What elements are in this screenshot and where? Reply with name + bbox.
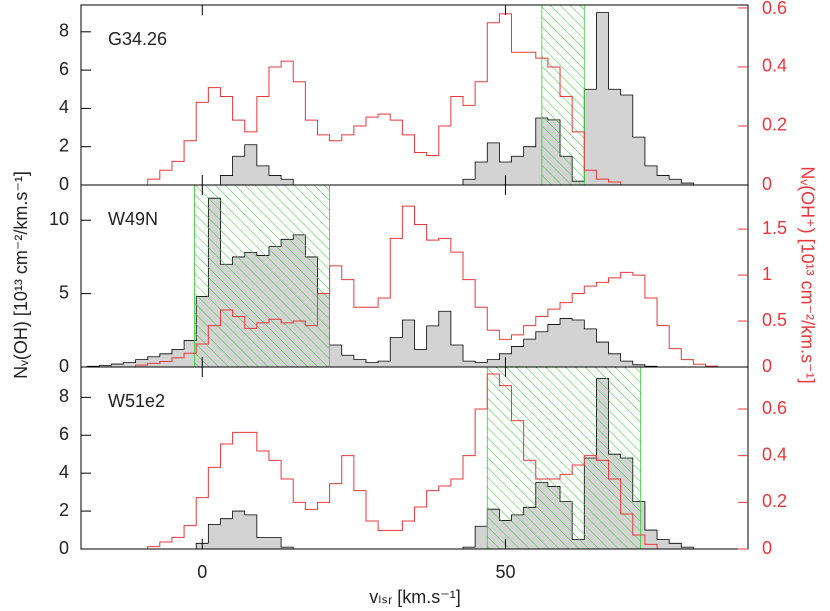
- y2-tick-label: 0.6: [762, 398, 787, 418]
- y2-tick-label: 0.2: [762, 491, 787, 511]
- y2-tick-label: 0.2: [762, 115, 787, 135]
- y-tick-label: 2: [59, 500, 69, 520]
- y-tick-label: 10: [49, 209, 69, 229]
- oh-plus-line: [81, 205, 748, 368]
- y2-tick-label: 1: [762, 264, 772, 284]
- hatched-region: [193, 184, 331, 368]
- panel-frame: [80, 366, 749, 550]
- y-tick-label: 6: [59, 424, 69, 444]
- y-tick-label: 2: [59, 135, 69, 155]
- y-tick-label: 5: [59, 282, 69, 302]
- hatched-region: [486, 366, 642, 549]
- oh-plus-line: [81, 13, 748, 186]
- oh-plus-line: [81, 373, 748, 549]
- y-axis-label: Nᵥ(OH) [10¹³ cm⁻²/km.s⁻¹]: [11, 171, 31, 379]
- x-tick-label: 0: [197, 562, 207, 582]
- panel-frame: [80, 4, 749, 186]
- y-tick-label: 0: [59, 174, 69, 194]
- panel: [81, 5, 748, 186]
- y-tick-label: 6: [59, 59, 69, 79]
- y2-tick-label: 0: [762, 174, 772, 194]
- x-tick-label: 50: [495, 562, 515, 582]
- x-axis-label: vₗₛᵣ [km.s⁻¹]: [369, 587, 461, 607]
- panel: [81, 366, 748, 549]
- y2-tick-label: 1.5: [762, 218, 787, 238]
- y-tick-label: 8: [59, 21, 69, 41]
- y-tick-label: 8: [59, 386, 69, 406]
- panel-label: W51e2: [108, 391, 165, 411]
- panel-label: W49N: [108, 209, 158, 229]
- y2-tick-label: 0.6: [762, 0, 787, 18]
- hatched-region: [541, 5, 585, 186]
- y2-axis-label: Nᵥ(OH⁺) [10¹³ cm⁻²/km.s⁻¹]: [797, 166, 817, 383]
- y-tick-label: 0: [59, 356, 69, 376]
- y2-tick-label: 0.4: [762, 444, 787, 464]
- oh-histogram: [81, 377, 748, 549]
- y-tick-label: 0: [59, 538, 69, 558]
- y-tick-label: 4: [59, 97, 69, 117]
- panel: [81, 184, 748, 368]
- y2-tick-label: 0.5: [762, 310, 787, 330]
- y2-tick-label: 0: [762, 538, 772, 558]
- panel-label: G34.26: [108, 29, 167, 49]
- y2-tick-label: 0: [762, 356, 772, 376]
- y2-tick-label: 0.4: [762, 56, 787, 76]
- oh-histogram: [81, 12, 748, 186]
- y-tick-label: 4: [59, 462, 69, 482]
